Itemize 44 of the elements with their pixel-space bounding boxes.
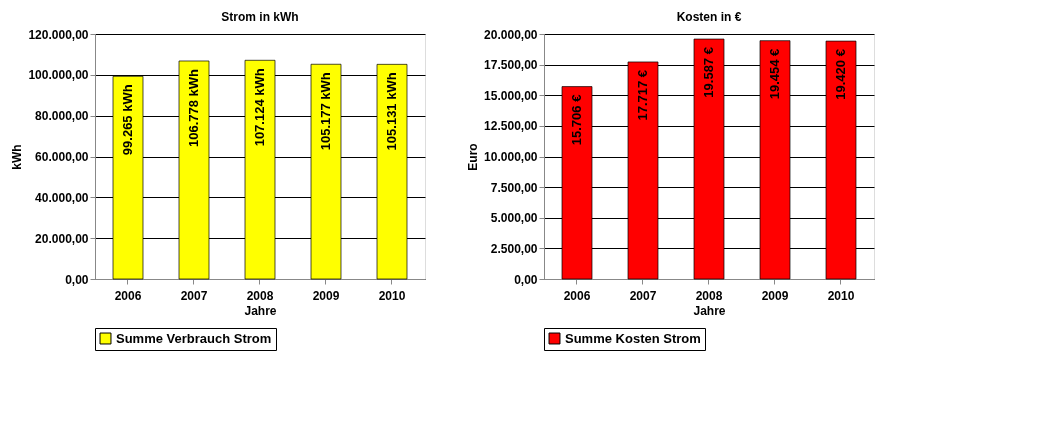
legend-label: Summe Verbrauch Strom: [116, 330, 272, 346]
x-tick-label: 2008: [695, 288, 723, 303]
data-label: 19.587 €: [701, 47, 716, 98]
y-tick-label: 80.000,00: [35, 109, 89, 124]
x-tick-label: 2010: [378, 288, 406, 303]
data-label: 106.778 kWh: [186, 68, 201, 148]
y-tick-label: 40.000,00: [35, 190, 89, 205]
y-tick-label: 120.000,00: [28, 27, 89, 42]
y-tick-label: 20.000,00: [484, 27, 538, 42]
y-tick-label: 2.500,00: [490, 241, 538, 256]
data-label: 105.131 kWh: [384, 72, 399, 151]
y-tick-label: 12.500,00: [484, 119, 538, 134]
data-label: 15.706 €: [569, 94, 584, 146]
y-tick-label: 0,00: [65, 272, 89, 287]
y-tick-label: 5.000,00: [490, 211, 538, 226]
data-label: 107.124 kWh: [252, 68, 267, 147]
x-axis-title: Jahre: [693, 303, 726, 318]
x-tick-label: 2009: [312, 288, 340, 303]
data-label: 105.177 kWh: [318, 72, 333, 151]
x-tick-label: 2006: [563, 288, 591, 303]
x-axis-title: Jahre: [244, 303, 277, 318]
data-label: 19.454 €: [767, 48, 782, 100]
x-tick-label: 2006: [114, 288, 142, 303]
x-tick-label: 2009: [761, 288, 789, 303]
data-label: 17.717 €: [635, 69, 650, 121]
y-tick-label: 15.000,00: [484, 88, 538, 103]
y-tick-label: 10.000,00: [484, 150, 538, 164]
legend-label: Summe Kosten Strom: [565, 330, 701, 346]
y-tick-label: 0,00: [514, 272, 538, 287]
y-tick-label: 60.000,00: [35, 150, 89, 164]
x-tick-label: 2007: [629, 288, 657, 303]
x-tick-label: 2007: [180, 288, 208, 303]
y-axis-title: Euro: [466, 143, 481, 171]
chart-title: Kosten in €: [676, 10, 742, 24]
y-tick-label: 17.500,00: [484, 58, 538, 73]
y-tick-label: 7.500,00: [490, 180, 538, 195]
chart-title: Strom in kWh: [221, 10, 299, 24]
data-label: 99.265 kWh: [120, 84, 135, 156]
y-tick-label: 20.000,00: [35, 231, 89, 246]
y-axis-title: kWh: [10, 144, 25, 170]
x-tick-label: 2008: [246, 288, 274, 303]
y-tick-label: 100.000,00: [28, 68, 89, 83]
x-tick-label: 2010: [827, 288, 855, 303]
data-label: 19.420 €: [833, 49, 848, 100]
